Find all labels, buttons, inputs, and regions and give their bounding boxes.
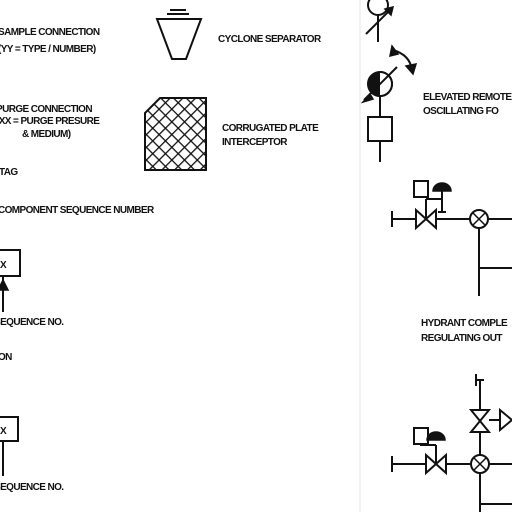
- svg-text:(XX = PURGE PRESURE: (XX = PURGE PRESURE: [0, 116, 100, 127]
- on-label: ON: [0, 352, 12, 363]
- svg-text:OSCILLATING FO: OSCILLATING FO: [423, 106, 499, 117]
- svg-text:X: X: [0, 426, 7, 437]
- tag-label: TAG: [0, 167, 18, 178]
- component-sequence-label: COMPONENT SEQUENCE NUMBER: [0, 205, 155, 216]
- svg-text:X: X: [0, 260, 7, 271]
- svg-text:HYDRANT COMPLE: HYDRANT COMPLE: [421, 318, 508, 329]
- hydrant-assembly-symbol-2: [391, 374, 512, 512]
- cyclone-separator-symbol: [155, 9, 203, 60]
- svg-text:SAMPLE CONNECTION: SAMPLE CONNECTION: [0, 27, 100, 38]
- instrument-symbol-top: [365, 0, 395, 42]
- sequence-box-2: X: [0, 416, 19, 476]
- sample-connection-label: SAMPLE CONNECTION (YY = TYPE / NUMBER): [0, 27, 100, 55]
- svg-text:ELEVATED REMOTE: ELEVATED REMOTE: [423, 92, 512, 103]
- svg-text:PURGE CONNECTION: PURGE CONNECTION: [0, 104, 92, 115]
- svg-text:REGULATING OUT: REGULATING OUT: [421, 333, 502, 344]
- oscillating-monitor-symbol: [360, 44, 418, 162]
- purge-connection-label: PURGE CONNECTION (XX = PURGE PRESURE & M…: [0, 104, 101, 140]
- svg-text:& MEDIUM): & MEDIUM): [22, 129, 71, 140]
- svg-text:INTERCEPTOR: INTERCEPTOR: [222, 137, 288, 148]
- sequence-no-label-2: SEQUENCE NO.: [0, 482, 64, 493]
- cyclone-separator-label: CYCLONE SEPARATOR: [218, 34, 322, 45]
- hydrant-label: HYDRANT COMPLE REGULATING OUT: [421, 318, 509, 344]
- svg-text:(YY = TYPE / NUMBER): (YY = TYPE / NUMBER): [0, 44, 96, 55]
- hydrant-assembly-symbol-1: [391, 180, 512, 296]
- corrugated-plate-label: CORRUGATED PLATE INTERCEPTOR: [222, 123, 320, 148]
- sequence-box-1: X: [0, 249, 21, 312]
- sequence-no-label-1: SEQUENCE NO.: [0, 317, 64, 328]
- svg-text:CORRUGATED PLATE: CORRUGATED PLATE: [222, 123, 319, 134]
- corrugated-plate-interceptor-symbol: [144, 97, 207, 171]
- elevated-remote-label: ELEVATED REMOTE OSCILLATING FO: [423, 92, 512, 117]
